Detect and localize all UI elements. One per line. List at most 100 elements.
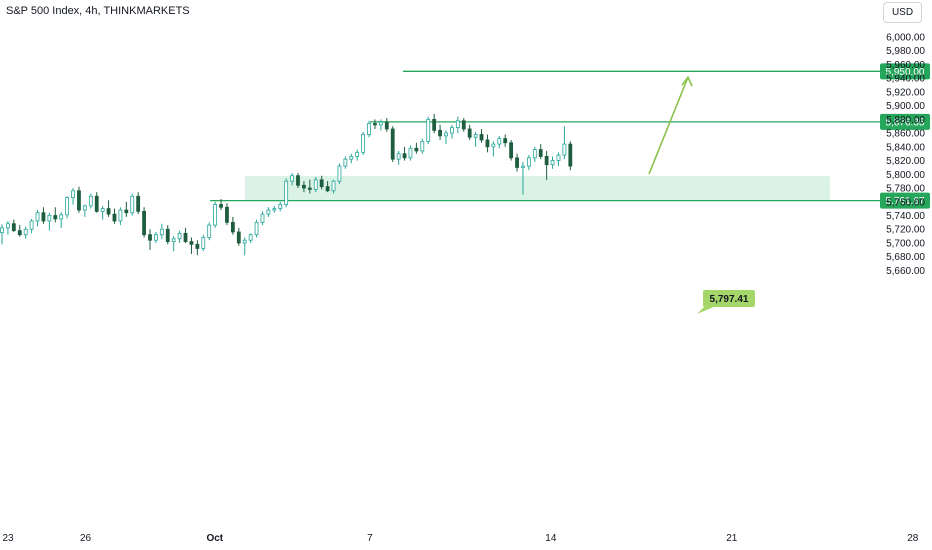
x-tick-label: 14 bbox=[545, 533, 557, 544]
candle-body bbox=[302, 184, 306, 189]
candle-body bbox=[503, 138, 508, 144]
candle bbox=[213, 201, 218, 228]
candle bbox=[201, 234, 206, 252]
candle-body bbox=[100, 208, 105, 212]
candle bbox=[177, 230, 182, 243]
candle bbox=[455, 116, 460, 134]
candle-body bbox=[47, 215, 52, 222]
currency-selector[interactable]: USD bbox=[883, 2, 922, 23]
candle bbox=[272, 205, 277, 213]
candles-layer bbox=[0, 113, 573, 256]
candle bbox=[195, 240, 200, 256]
candle bbox=[41, 207, 46, 224]
candle bbox=[313, 177, 318, 193]
candle-body bbox=[195, 243, 200, 249]
support-zone-layer bbox=[245, 176, 830, 201]
candle bbox=[71, 188, 75, 205]
candle-body bbox=[219, 204, 223, 208]
candle-body bbox=[41, 212, 46, 222]
candle-body bbox=[148, 234, 152, 241]
candle-body bbox=[154, 234, 158, 241]
candle bbox=[29, 218, 34, 234]
y-tick-label: 5,680.00 bbox=[886, 252, 925, 263]
candle bbox=[278, 201, 283, 212]
candle-body bbox=[23, 228, 28, 236]
candle-body bbox=[65, 197, 70, 216]
price-axis[interactable]: 6,000.00 5,980.00 5,960.00 5,940.00 5,920.00… bbox=[886, 33, 925, 277]
candle bbox=[402, 146, 407, 161]
candle bbox=[479, 128, 484, 143]
candle-body bbox=[17, 230, 22, 236]
level-lines-layer: 5,950.00 5,876.35 5,761.67 bbox=[210, 63, 930, 209]
candle-body bbox=[550, 160, 555, 166]
candle-body bbox=[473, 134, 478, 138]
candle bbox=[461, 118, 466, 132]
candle bbox=[515, 153, 519, 172]
candle bbox=[426, 116, 431, 145]
candle bbox=[450, 124, 454, 139]
candle bbox=[396, 150, 401, 165]
y-tick-label: 5,740.00 bbox=[886, 211, 925, 222]
candle bbox=[142, 207, 146, 238]
candle bbox=[53, 207, 58, 223]
candle bbox=[302, 181, 306, 193]
candle-body bbox=[248, 234, 253, 241]
candle-body bbox=[562, 143, 567, 156]
candle bbox=[136, 192, 141, 215]
x-tick-label: 28 bbox=[907, 533, 919, 544]
candle-body bbox=[88, 195, 93, 207]
candle bbox=[59, 212, 64, 228]
candle-body bbox=[349, 156, 354, 160]
candle bbox=[414, 142, 419, 154]
candle-body bbox=[521, 165, 525, 168]
callout-box bbox=[703, 290, 755, 307]
y-tick-label: 5,860.00 bbox=[886, 129, 925, 140]
candle-body bbox=[35, 212, 40, 222]
candle-body bbox=[396, 153, 401, 160]
candle-body bbox=[284, 180, 289, 205]
candle bbox=[367, 120, 371, 138]
candle bbox=[65, 196, 70, 219]
candle-body bbox=[526, 157, 531, 167]
candle-body bbox=[59, 214, 64, 220]
candle bbox=[248, 233, 253, 243]
candle bbox=[0, 224, 4, 245]
candle bbox=[485, 134, 490, 153]
candle-body bbox=[467, 128, 472, 138]
level-price-badge bbox=[880, 113, 930, 130]
candle bbox=[254, 219, 259, 238]
candle bbox=[444, 130, 448, 145]
y-tick-label: 5,840.00 bbox=[886, 142, 925, 153]
candle-body bbox=[384, 121, 389, 130]
x-tick-label: 21 bbox=[726, 533, 738, 544]
candle-body bbox=[242, 239, 247, 244]
y-tick-label: 5,660.00 bbox=[886, 266, 925, 277]
candle bbox=[349, 153, 354, 164]
candle bbox=[230, 216, 235, 235]
candle bbox=[94, 192, 99, 213]
x-tick-label: Oct bbox=[206, 533, 223, 544]
y-tick-label: 5,800.00 bbox=[886, 170, 925, 181]
candle bbox=[544, 150, 549, 180]
candle-body bbox=[414, 147, 419, 152]
candle-body bbox=[402, 153, 407, 159]
candle-body bbox=[0, 227, 4, 234]
candle bbox=[307, 179, 312, 194]
candle-body bbox=[556, 154, 561, 161]
candle bbox=[509, 139, 514, 161]
candle-body bbox=[112, 213, 117, 222]
candle bbox=[408, 145, 413, 161]
candle-body bbox=[307, 187, 312, 190]
time-axis[interactable]: 2326Oct7142128Nov611 bbox=[2, 533, 932, 544]
level-price-badge-text: 5,876.35 bbox=[886, 117, 925, 128]
candle-body bbox=[408, 147, 413, 159]
candle bbox=[6, 220, 10, 235]
candle-body bbox=[296, 175, 300, 186]
candle-body bbox=[225, 206, 229, 223]
candle bbox=[242, 237, 247, 256]
candle bbox=[219, 199, 223, 210]
candle-body bbox=[378, 121, 383, 126]
candle-body bbox=[213, 204, 218, 226]
candle bbox=[503, 134, 508, 147]
